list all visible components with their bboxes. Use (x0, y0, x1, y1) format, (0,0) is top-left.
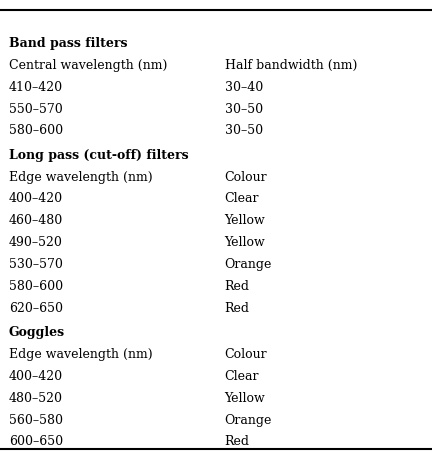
Text: Red: Red (225, 301, 250, 314)
Text: Edge wavelength (nm): Edge wavelength (nm) (9, 347, 152, 360)
Text: 600–650: 600–650 (9, 435, 63, 448)
Text: Colour: Colour (225, 347, 267, 360)
Text: Orange: Orange (225, 413, 272, 426)
Text: 410–420: 410–420 (9, 81, 63, 94)
Text: Half bandwidth (nm): Half bandwidth (nm) (225, 59, 357, 72)
Text: 30–50: 30–50 (225, 102, 263, 116)
Text: 460–480: 460–480 (9, 214, 63, 227)
Text: 400–420: 400–420 (9, 192, 63, 205)
Text: Orange: Orange (225, 258, 272, 271)
Text: Clear: Clear (225, 192, 259, 205)
Text: 560–580: 560–580 (9, 413, 63, 426)
Text: 480–520: 480–520 (9, 391, 63, 404)
Text: Goggles: Goggles (9, 325, 65, 339)
Text: Red: Red (225, 279, 250, 293)
Text: Central wavelength (nm): Central wavelength (nm) (9, 59, 167, 72)
Text: 530–570: 530–570 (9, 258, 63, 271)
Text: 30–40: 30–40 (225, 81, 263, 94)
Text: Long pass (cut-off) filters: Long pass (cut-off) filters (9, 148, 188, 162)
Text: 30–50: 30–50 (225, 124, 263, 137)
Text: 580–600: 580–600 (9, 124, 63, 137)
Text: 400–420: 400–420 (9, 369, 63, 382)
Text: Colour: Colour (225, 170, 267, 183)
Text: 550–570: 550–570 (9, 102, 62, 116)
Text: Yellow: Yellow (225, 214, 265, 227)
Text: Edge wavelength (nm): Edge wavelength (nm) (9, 170, 152, 183)
Text: Band pass filters: Band pass filters (9, 37, 127, 50)
Text: 580–600: 580–600 (9, 279, 63, 293)
Text: Yellow: Yellow (225, 391, 265, 404)
Text: Yellow: Yellow (225, 236, 265, 249)
Text: 620–650: 620–650 (9, 301, 63, 314)
Text: 490–520: 490–520 (9, 236, 63, 249)
Text: Clear: Clear (225, 369, 259, 382)
Text: Red: Red (225, 435, 250, 448)
